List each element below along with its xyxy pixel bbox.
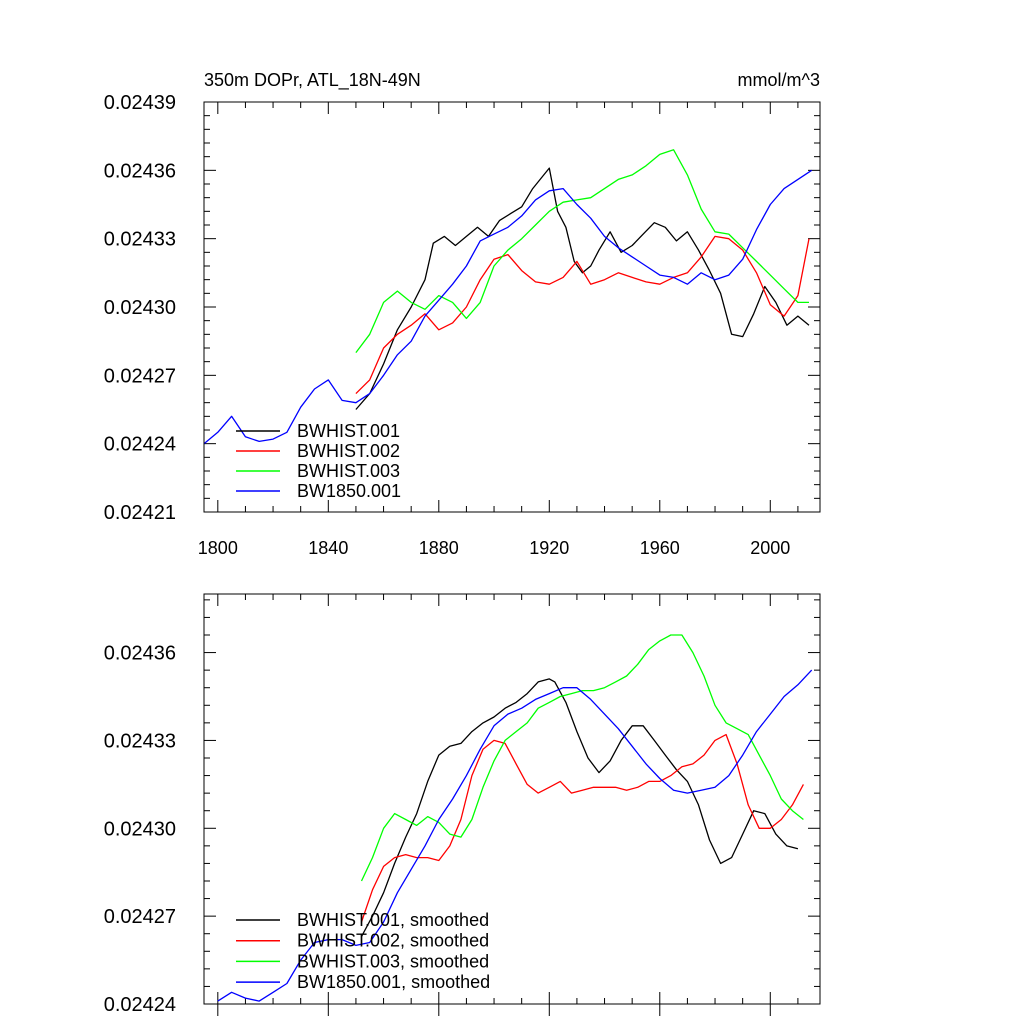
x-tick-label: 2000	[750, 538, 790, 558]
series-line	[360, 634, 804, 882]
chart-title: 350m DOPr, ATL_18N-49N	[204, 70, 421, 91]
y-tick-label: 0.02427	[104, 365, 176, 387]
x-tick-label: 1800	[198, 538, 238, 558]
y-tick-label: 0.02436	[104, 160, 176, 182]
units-label: mmol/m^3	[738, 70, 820, 90]
series-line	[217, 669, 813, 1002]
y-tick-label: 0.02436	[104, 643, 176, 665]
legend-label: BWHIST.003	[297, 461, 400, 481]
legend-label: BWHIST.002, smoothed	[297, 931, 489, 951]
y-tick-label: 0.02430	[104, 818, 176, 840]
legend-label: BWHIST.003, smoothed	[297, 951, 489, 971]
legend-label: BWHIST.001	[297, 421, 400, 441]
x-tick-label: 1880	[419, 538, 459, 558]
legend-label: BWHIST.001, smoothed	[297, 910, 489, 930]
top-plot-frame	[203, 101, 821, 513]
y-tick-label: 0.02424	[104, 994, 176, 1016]
series-line	[360, 733, 804, 923]
top-panel: 350m DOPr, ATL_18N-49N mmol/m^3 1800 1840…	[104, 70, 821, 558]
y-tick-label: 0.02439	[104, 92, 176, 114]
series-line	[360, 678, 799, 937]
y-tick-label: 0.02433	[104, 229, 176, 251]
y-tick-label: 0.02433	[104, 730, 176, 752]
legend-label: BWHIST.002	[297, 441, 400, 461]
x-tick-label: 1920	[529, 538, 569, 558]
series-line	[355, 149, 809, 353]
legend-label: BW1850.001, smoothed	[297, 972, 490, 992]
series-line	[355, 167, 810, 410]
series-line	[355, 235, 810, 395]
top-plot-area: 1800 1840 1880 1920 1960 2000 0.02421 0.02424 0.…	[104, 92, 820, 558]
y-tick-label: 0.02424	[104, 434, 176, 456]
y-tick-label: 0.02427	[104, 906, 176, 928]
series-line	[203, 169, 813, 445]
legend-label: BW1850.001	[297, 481, 401, 501]
x-tick-label: 1960	[640, 538, 680, 558]
bottom-panel: 0.02424 0.02427 0.02430 0.02433 0.02436 BWHIS…	[104, 593, 821, 1016]
bottom-plot-frame	[203, 593, 821, 1005]
bottom-plot-area: 0.02424 0.02427 0.02430 0.02433 0.02436 BWHIS…	[104, 594, 820, 1016]
x-tick-label: 1840	[308, 538, 348, 558]
y-tick-label: 0.02421	[104, 502, 176, 524]
y-tick-label: 0.02430	[104, 297, 176, 319]
